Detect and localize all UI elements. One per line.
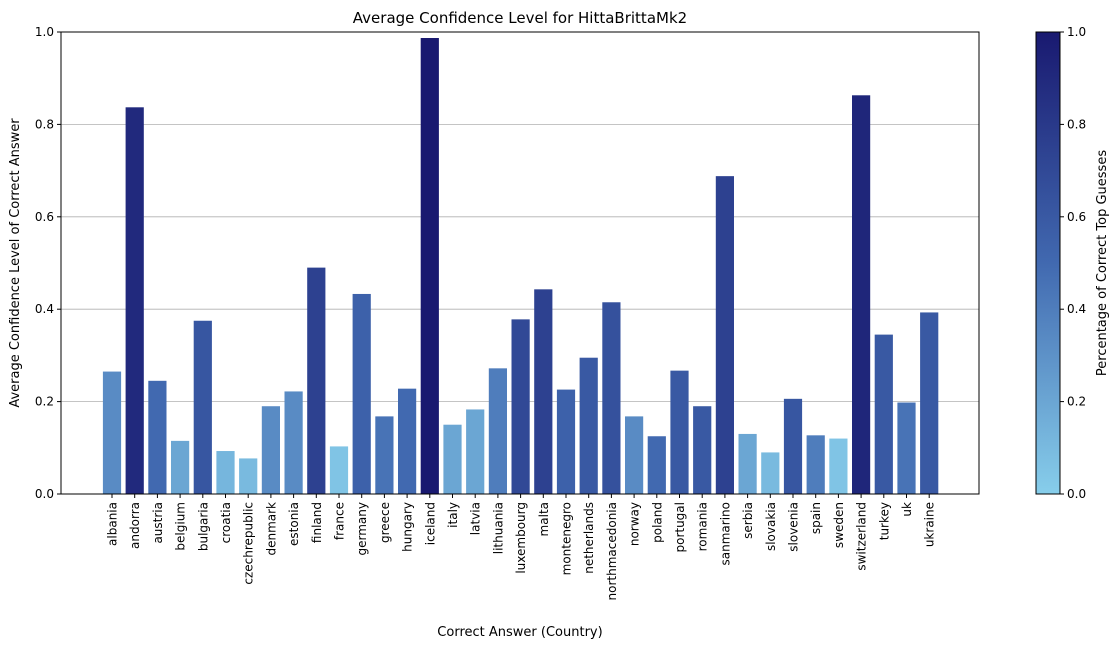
plot-frame <box>60 31 980 495</box>
bar-montenegro <box>556 389 576 494</box>
x-tick-label: montenegro <box>560 502 574 575</box>
bar-slovenia <box>783 398 803 494</box>
x-tick-label: denmark <box>264 502 278 556</box>
bar-greece <box>375 416 394 494</box>
bar-andorra <box>125 107 144 494</box>
x-tick-label: latvia <box>469 502 483 535</box>
colorbar-ticks: 0.0 0.2 0.4 0.6 0.8 1.0 <box>1060 25 1086 501</box>
x-tick-label: iceland <box>423 502 437 545</box>
x-tick-label: malta <box>537 502 551 536</box>
x-tick-label: sanmarino <box>718 502 732 565</box>
x-tick-label: spain <box>809 502 823 534</box>
y-tick-label: 0.4 <box>35 302 54 316</box>
x-tick-label: finland <box>310 502 324 543</box>
x-tick-label: northmacedonia <box>605 502 619 600</box>
bar-norway <box>625 416 644 494</box>
bar-hungary <box>398 388 417 494</box>
colorbar-tick-label: 0.4 <box>1067 302 1086 316</box>
x-tick-label: netherlands <box>582 502 596 574</box>
y-tick-label: 0.8 <box>35 117 54 131</box>
bar-italy <box>443 424 462 494</box>
y-axis-label: Average Confidence Level of Correct Answ… <box>8 118 23 408</box>
bar-lithuania <box>488 368 507 494</box>
bar-slovakia <box>761 452 780 494</box>
x-tick-label: portugal <box>673 502 687 553</box>
colorbar-tick-label: 0.0 <box>1067 487 1086 501</box>
bar-netherlands <box>579 357 598 494</box>
x-tick-label: romania <box>696 502 710 551</box>
colorbar-tick-label: 0.6 <box>1067 210 1086 224</box>
bars <box>102 38 939 495</box>
x-tick-label: poland <box>650 502 664 543</box>
y-axis: 0.0 0.2 0.4 0.6 0.8 1.0 <box>35 25 61 501</box>
x-tick-label: czechrepublic <box>242 502 256 585</box>
bar-luxembourg <box>511 319 530 494</box>
x-tick-label: estonia <box>287 502 301 546</box>
x-tick-label: sweden <box>832 502 846 548</box>
x-tick-label: ukraine <box>923 502 937 547</box>
colorbar <box>1035 31 1061 495</box>
bar-germany <box>352 293 371 494</box>
bar-belgium <box>171 440 190 494</box>
x-tick-label: luxembourg <box>514 502 528 574</box>
bar-iceland <box>420 38 439 494</box>
bar-latvia <box>466 409 485 494</box>
x-tick-label: albania <box>106 502 120 546</box>
x-tick-label: bulgaria <box>196 502 210 551</box>
y-tick-label: 0.2 <box>35 395 54 409</box>
bar-serbia <box>738 433 757 494</box>
x-tick-label: lithuania <box>491 502 505 554</box>
colorbar-label: Percentage of Correct Top Guesses <box>1095 150 1110 376</box>
bar-switzerland <box>852 95 871 494</box>
x-tick-label: hungary <box>401 502 415 552</box>
x-axis-label: Correct Answer (Country) <box>437 625 602 640</box>
bar-finland <box>307 267 326 494</box>
bar-turkey <box>874 334 893 494</box>
x-tick-label: turkey <box>877 502 891 540</box>
bar-romania <box>693 406 712 494</box>
x-tick-label: belgium <box>174 502 188 551</box>
x-tick-label: andorra <box>128 502 142 549</box>
bar-malta <box>534 289 553 494</box>
x-tick-label: uk <box>900 502 914 517</box>
x-tick-label: greece <box>378 502 392 543</box>
bar-austria <box>148 380 167 494</box>
bar-ukraine <box>920 312 939 494</box>
bar-poland <box>647 436 666 494</box>
bar-portugal <box>670 370 689 494</box>
x-tick-label: norway <box>628 502 642 546</box>
colorbar-tick-label: 1.0 <box>1067 25 1086 39</box>
bar-estonia <box>284 391 303 494</box>
x-tick-label: croatia <box>219 502 233 543</box>
bar-northmacedonia <box>602 302 621 494</box>
y-tick-label: 1.0 <box>35 25 54 39</box>
x-tick-label: switzerland <box>855 502 869 571</box>
bar-france <box>329 446 349 494</box>
bar-czechrepublic <box>239 458 258 494</box>
bar-albania <box>102 371 122 494</box>
colorbar-tick-label: 0.8 <box>1067 117 1086 131</box>
bar-spain <box>806 435 825 494</box>
x-tick-label: germany <box>355 502 369 555</box>
colorbar-tick-label: 0.2 <box>1067 395 1086 409</box>
colorbar-gradient <box>1035 31 1061 495</box>
bar-uk <box>897 402 916 494</box>
x-tick-label: slovakia <box>764 502 778 551</box>
x-tick-label: france <box>333 502 347 540</box>
x-tick-label: italy <box>446 502 460 528</box>
bar-sweden <box>829 438 848 494</box>
bar-denmark <box>261 406 280 494</box>
chart-title: Average Confidence Level for HittaBritta… <box>353 9 687 27</box>
x-tick-label: austria <box>151 502 165 544</box>
bar-sanmarino <box>715 176 734 495</box>
x-axis: albania andorra austria belgium bulgaria croa… <box>106 494 937 600</box>
x-tick-label: serbia <box>741 502 755 539</box>
bar-croatia <box>216 451 235 494</box>
x-tick-label: slovenia <box>787 502 801 552</box>
y-tick-label: 0.6 <box>35 210 54 224</box>
bar-bulgaria <box>193 320 212 494</box>
y-tick-label: 0.0 <box>35 487 54 501</box>
